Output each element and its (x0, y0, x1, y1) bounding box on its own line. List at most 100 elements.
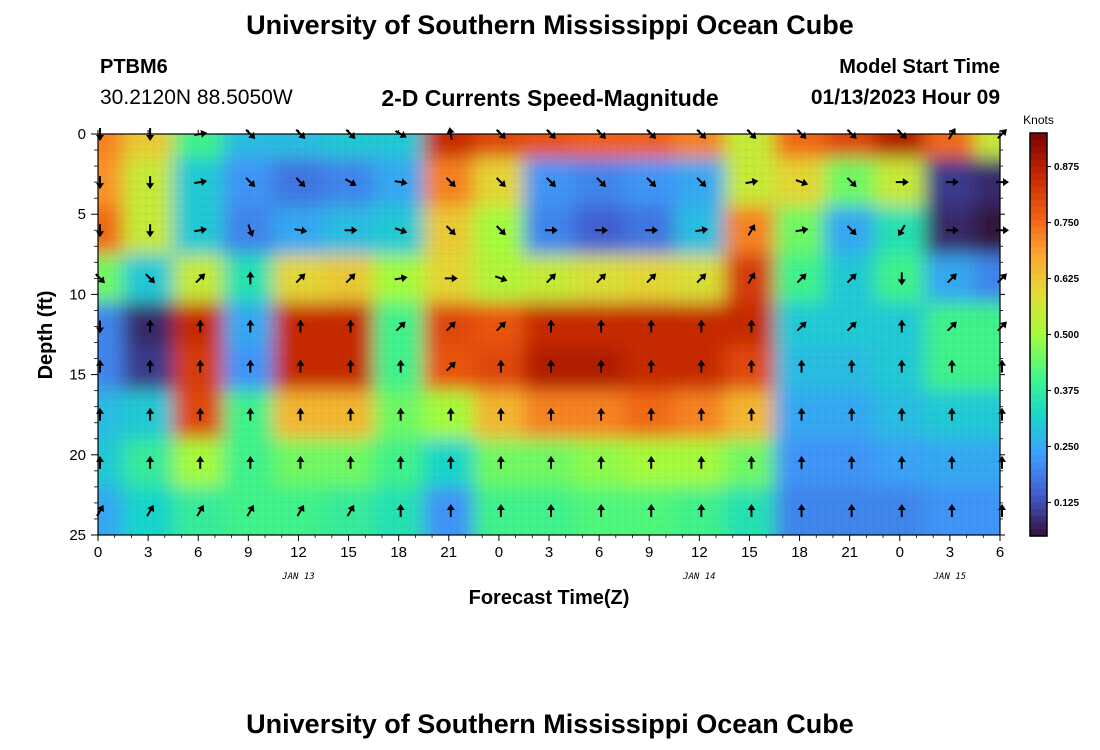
arrow-head (548, 179, 556, 188)
heatmap-cell (724, 134, 775, 159)
current-arrow (946, 273, 957, 284)
arrow-head (598, 273, 607, 281)
arrow-head (849, 321, 857, 329)
heatmap-cell (173, 134, 224, 159)
colorbar-segment (1030, 374, 1047, 383)
x-tick-label: 18 (791, 544, 808, 561)
heatmap-cell (624, 254, 675, 303)
current-arrow (795, 178, 809, 187)
colorbar-segment (1030, 455, 1047, 463)
current-arrow (296, 407, 305, 421)
current-arrow (146, 504, 155, 517)
current-arrow (747, 224, 756, 236)
x-date-label: JAN 13 (281, 572, 315, 582)
current-arrow (796, 273, 807, 284)
arrow-head (797, 407, 806, 414)
arrow-head (297, 504, 305, 513)
colorbar-segment (1030, 200, 1047, 208)
heatmap-cell (98, 134, 124, 159)
heatmap-cell (774, 390, 826, 440)
current-arrow (445, 225, 456, 236)
arrow-head (296, 455, 305, 462)
colorbar-segment (1030, 247, 1047, 255)
heatmap-cell (423, 438, 475, 488)
heatmap-cell (874, 390, 926, 440)
colorbar-segment (1030, 173, 1047, 181)
heatmap-cell (824, 486, 876, 535)
current-arrow (496, 359, 505, 373)
arrow-head (797, 359, 806, 366)
colorbar-segment (1030, 347, 1047, 356)
current-arrow (346, 407, 355, 421)
arrow-head (496, 503, 505, 510)
colorbar-segment (1030, 133, 1047, 141)
y-tick-label: 20 (69, 447, 86, 464)
arrow-head (300, 226, 308, 235)
current-arrow (246, 224, 255, 237)
current-arrow (196, 407, 205, 421)
heatmap-cell (98, 206, 124, 255)
arrow-head (797, 503, 806, 510)
heatmap-cell (574, 390, 625, 440)
arrow-head (747, 319, 756, 326)
current-arrow (847, 503, 856, 517)
heatmap-cell (824, 134, 876, 159)
arrow-head (496, 455, 505, 462)
arrow-head (500, 274, 508, 283)
heatmap-cell (98, 346, 124, 392)
arrow-head (1003, 226, 1009, 235)
arrow-head (647, 319, 656, 326)
x-date-label: JAN 14 (682, 572, 716, 582)
arrow-head (597, 359, 606, 366)
x-tick-label: 6 (996, 544, 1004, 561)
current-arrow (496, 503, 505, 517)
current-arrow (146, 224, 155, 238)
arrow-head (747, 359, 756, 366)
current-arrow (597, 407, 606, 421)
arrow-head (598, 179, 607, 188)
current-arrow (595, 226, 609, 235)
current-arrow (445, 321, 456, 332)
current-arrow (797, 455, 806, 469)
arrow-head (346, 407, 355, 414)
arrow-head (647, 359, 656, 366)
y-axis-label: Depth (ft) (35, 291, 57, 380)
current-arrow (796, 321, 807, 332)
x-tick-label: 6 (194, 544, 202, 561)
current-arrow (346, 455, 355, 469)
heatmap-cell (473, 158, 525, 207)
current-arrow (494, 274, 508, 283)
arrow-head (849, 179, 857, 188)
colorbar-segment (1030, 240, 1047, 248)
current-arrow (546, 177, 556, 188)
arrow-head (897, 319, 906, 326)
heatmap-cell (323, 158, 375, 207)
arrow-head (849, 273, 857, 281)
heatmap-cell (323, 254, 375, 303)
current-arrow (846, 273, 857, 284)
current-arrow (496, 407, 505, 421)
x-tick-label: 0 (94, 544, 102, 561)
colorbar-segment (1030, 267, 1047, 275)
current-arrow (697, 455, 706, 469)
heatmap-cell (674, 390, 725, 440)
current-arrow (597, 359, 606, 373)
heatmap-cell (323, 390, 375, 440)
heatmap-cell (924, 254, 976, 303)
heatmap-cell (223, 486, 274, 535)
colorbar-segment (1030, 441, 1047, 450)
current-arrow (897, 455, 906, 469)
arrow-head (448, 321, 456, 329)
current-arrow (697, 503, 706, 517)
current-arrow (295, 273, 306, 284)
arrow-head (602, 226, 609, 235)
current-arrow (946, 321, 957, 332)
model-start-time: 01/13/2023 Hour 09 (810, 86, 1000, 109)
heatmap-cell (473, 438, 525, 488)
heatmap-cell (273, 438, 324, 488)
heatmap-cell (373, 134, 425, 159)
heatmap-cell (523, 486, 575, 535)
current-arrow (997, 321, 1007, 332)
colorbar-segment (1030, 206, 1047, 215)
colorbar-segment (1030, 435, 1047, 443)
